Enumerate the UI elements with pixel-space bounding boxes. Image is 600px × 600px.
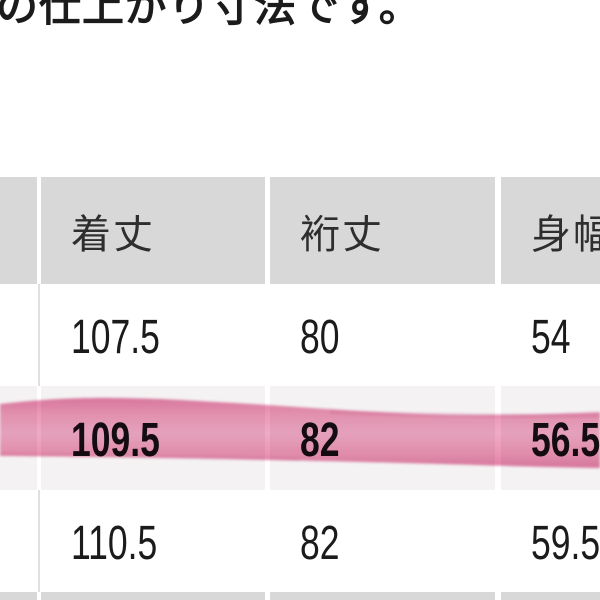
column-divider — [37, 592, 41, 600]
column-divider — [265, 592, 270, 600]
next-table-row-sliver — [0, 592, 600, 600]
table-row: 110.5 82 59.5 — [0, 490, 600, 592]
measurement-cell: 109.5 — [41, 386, 265, 490]
measurement-value: 110.5 — [71, 516, 158, 570]
leftmost-column-sliver — [0, 386, 37, 490]
column-divider — [265, 177, 270, 284]
leftmost-column-sliver — [0, 490, 37, 592]
measurement-value: 82 — [300, 413, 340, 467]
leftmost-column-sliver — [0, 284, 37, 386]
header-cell-body-width: 身幅 — [501, 177, 600, 284]
column-divider — [495, 592, 501, 600]
table-row: 107.5 80 54 — [0, 284, 600, 386]
size-table: 着丈 裄丈 身幅 107.5 80 54 109.5 — [0, 177, 600, 600]
column-divider — [37, 490, 41, 592]
column-divider — [495, 177, 501, 284]
header-label: 裄丈 — [300, 212, 384, 257]
leftmost-column-sliver — [0, 177, 37, 284]
measurement-cell: 80 — [270, 284, 495, 386]
column-divider — [37, 284, 41, 386]
column-divider — [37, 177, 41, 284]
column-divider — [495, 490, 501, 592]
size-table-header-row: 着丈 裄丈 身幅 — [0, 177, 600, 284]
measurement-value: 59.5 — [531, 516, 600, 570]
leftmost-column-sliver — [0, 592, 37, 600]
table-row-highlighted: 109.5 82 56.5 — [0, 386, 600, 490]
measurement-value: 109.5 — [71, 413, 160, 467]
partial-cell — [270, 592, 495, 600]
cutoff-description-text: の仕上がり寸法です。 — [0, 0, 422, 30]
measurement-value: 82 — [300, 516, 340, 570]
measurement-cell: 59.5 — [501, 490, 600, 592]
partial-cell — [501, 592, 600, 600]
measurement-cell: 110.5 — [41, 490, 265, 592]
measurement-value: 107.5 — [71, 310, 160, 364]
column-divider — [495, 284, 501, 386]
header-cell-body-length: 着丈 — [41, 177, 265, 284]
header-cell-sleeve-length: 裄丈 — [270, 177, 495, 284]
column-divider — [265, 284, 270, 386]
measurement-cell: 54 — [501, 284, 600, 386]
header-label: 着丈 — [71, 212, 155, 257]
measurement-value: 80 — [300, 310, 340, 364]
measurement-value: 56.5 — [531, 413, 600, 467]
measurement-cell: 56.5 — [501, 386, 600, 490]
partial-cell — [41, 592, 265, 600]
measurement-value: 54 — [531, 310, 571, 364]
measurement-cell: 107.5 — [41, 284, 265, 386]
measurement-cell: 82 — [270, 490, 495, 592]
measurement-cell: 82 — [270, 386, 495, 490]
column-divider — [265, 490, 270, 592]
header-label: 身幅 — [531, 212, 600, 257]
